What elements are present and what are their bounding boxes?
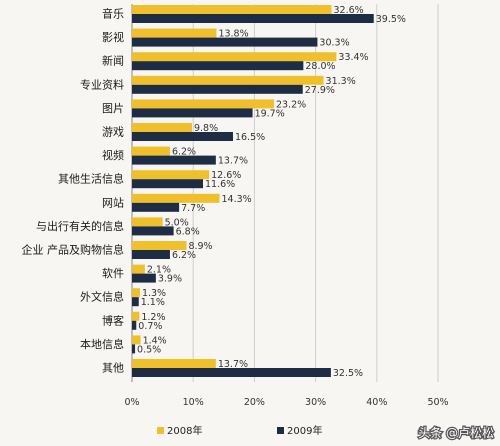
category-label: 图片 [102,102,124,115]
value-label: 5.0% [165,217,189,228]
bar [132,368,331,377]
bar [132,52,337,62]
value-label: 14.3% [222,194,252,205]
category-label: 软件 [102,266,124,280]
category-label: 游戏 [102,126,124,139]
bar [132,28,217,38]
category-label: 专业资料 [80,77,124,91]
category-label: 本地信息 [80,337,124,351]
bar [132,75,324,85]
category-label: 新闻 [102,54,124,68]
bar [132,146,170,156]
value-label: 13.7% [218,359,248,370]
bar [132,359,216,368]
bar [132,37,318,47]
bar [132,320,137,330]
value-label: 28.0% [305,61,335,72]
value-label: 39.5% [376,14,406,25]
category-label: 其他 [102,362,124,375]
bar [132,193,220,203]
value-label: 19.7% [255,108,285,119]
bar [132,179,203,189]
legend-swatch-2008 [157,427,164,434]
value-label: 33.4% [338,52,368,63]
value-label: 32.6% [334,5,364,16]
value-label: 12.6% [211,170,241,181]
bar [132,61,304,71]
category-label: 音乐 [102,7,124,21]
value-label: 8.9% [188,241,212,252]
x-tick-label: 50% [427,397,448,408]
bar [132,84,303,94]
bar [132,217,163,227]
watermark-text: 头条 @卢松松 [418,425,494,440]
bar [132,132,233,141]
value-label: 1.2% [141,312,165,323]
category-label: 企业 产品及购物信息 [22,243,125,257]
value-label: 13.7% [218,156,248,167]
bar [132,202,180,212]
value-label: 27.9% [305,85,335,96]
bar [132,99,274,109]
value-label: 31.3% [326,76,356,87]
category-label: 外文信息 [80,290,124,304]
value-label: 0.7% [138,321,162,332]
value-label: 16.5% [235,132,265,143]
legend-swatch-2009 [277,427,284,434]
value-label: 30.3% [319,38,349,49]
bar [132,288,140,298]
category-label: 其他生活信息 [58,172,124,186]
bar [132,170,210,180]
value-label: 1.3% [142,288,166,299]
bar [132,344,136,354]
value-label: 1.4% [143,335,167,346]
value-label: 6.2% [172,147,196,158]
value-label: 6.8% [176,226,200,237]
value-label: 13.8% [218,29,248,40]
category-label: 博客 [102,313,124,327]
value-label: 1.1% [141,297,165,308]
value-label: 11.6% [205,179,235,190]
bar [132,273,156,283]
value-label: 0.5% [137,344,161,355]
category-label: 与出行有关的信息 [36,219,124,233]
watermark: 头条 @卢松松 [417,424,495,442]
bar [132,297,139,307]
value-label: 3.9% [158,274,182,285]
legend-label-2009: 2009年 [287,424,322,437]
category-label: 视频 [102,148,124,162]
legend: 2008年 2009年 [157,424,322,437]
bar [132,155,216,165]
bars: 32.6% 39.5% 13.8% 30.3% 33.4%28.0% 31.3%27.9%… [132,5,406,379]
x-tick-label: 30% [305,397,326,408]
bar [132,108,253,118]
bar [132,14,374,23]
value-label: 2.1% [147,265,171,276]
bar [132,311,140,321]
x-tick-label: 10% [183,397,204,408]
x-tick-label: 20% [244,397,265,408]
value-label: 9.8% [194,123,218,134]
value-label: 23.2% [276,99,306,110]
value-label: 32.5% [333,368,363,379]
bar [132,5,332,14]
bar [132,335,141,345]
bar [132,123,192,132]
x-tick-label: 0% [124,397,139,408]
bar [132,226,174,236]
bar [132,241,187,250]
category-label: 网站 [102,195,124,209]
legend-label-2008: 2008年 [167,424,202,437]
bar [132,250,170,259]
value-label: 6.2% [172,250,196,261]
x-tick-label: 40% [366,397,387,408]
x-axis-ticks: 0% 10% 20% 30% 40% 50% [124,397,448,408]
value-label: 7.7% [181,203,205,214]
category-label: 影视 [102,30,124,44]
bar [132,264,145,274]
